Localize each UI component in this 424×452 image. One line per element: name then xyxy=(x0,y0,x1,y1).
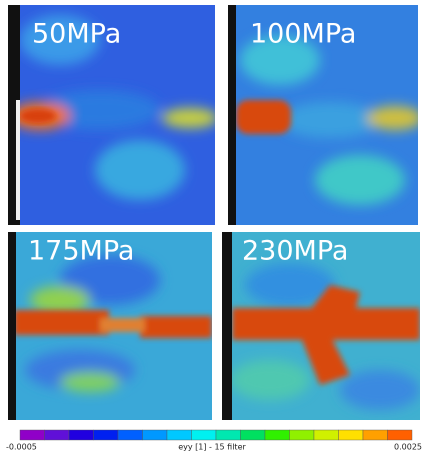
panel-label: 50MPa xyxy=(32,19,121,50)
colorbar xyxy=(20,430,412,440)
colorbar-max-label: 0.0025 xyxy=(394,443,422,452)
panel-label: 100MPa xyxy=(250,19,356,50)
colorbar-swatch xyxy=(363,430,388,440)
colorbar-swatch xyxy=(143,430,168,440)
colorbar-swatch xyxy=(20,430,45,440)
colorbar-min-label: -0.0005 xyxy=(6,443,37,452)
colorbar-swatch xyxy=(314,430,339,440)
colorbar-swatch xyxy=(339,430,364,440)
colorbar-swatch xyxy=(45,430,70,440)
panel-label: 175MPa xyxy=(28,236,134,267)
colorbar-title: eyy [1] - 15 filter xyxy=(178,443,246,452)
colorbar-swatch xyxy=(388,430,413,440)
colorbar-swatch xyxy=(167,430,192,440)
colorbar-swatch xyxy=(265,430,290,440)
colorbar-swatch xyxy=(69,430,94,440)
colorbar-swatch xyxy=(94,430,119,440)
colorbar-swatch xyxy=(216,430,241,440)
colorbar-swatch xyxy=(192,430,217,440)
colorbar-swatch xyxy=(118,430,143,440)
figure: 50MPa 100MPa 175MPa xyxy=(0,0,424,452)
panel-label: 230MPa xyxy=(242,236,348,267)
colorbar-swatch xyxy=(290,430,315,440)
colorbar-swatch xyxy=(241,430,266,440)
